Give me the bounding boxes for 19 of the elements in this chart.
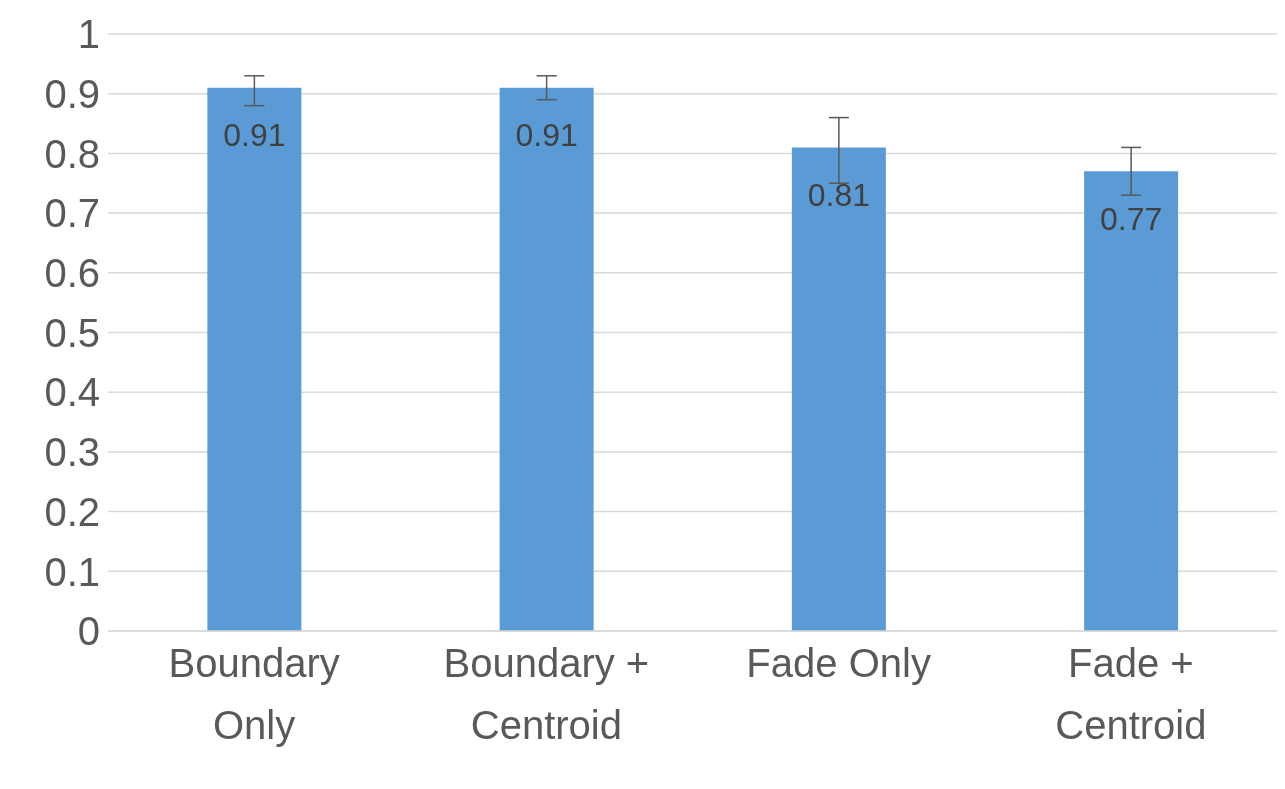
y-tick-label: 0.4 [44, 370, 100, 415]
y-tick-label: 0.3 [44, 430, 100, 475]
y-tick-label: 1 [77, 12, 100, 57]
y-tick-label: 0.5 [44, 310, 100, 355]
data-label: 0.77 [1099, 201, 1163, 238]
data-label: 0.91 [515, 117, 578, 154]
y-tick-label: 0.7 [44, 191, 100, 236]
y-tick-label: 0.1 [44, 549, 100, 594]
x-tick-label: Fade + Centroid [1055, 641, 1207, 747]
y-tick-label: 0 [77, 609, 100, 654]
x-tick-label: Fade Only [746, 641, 931, 685]
y-tick-label: 0.6 [44, 251, 100, 295]
data-label: 0.91 [223, 117, 286, 154]
y-tick-label: 0.9 [44, 71, 100, 116]
x-tick-label: Boundary Only [168, 641, 340, 747]
y-tick-label: 0.2 [44, 489, 100, 534]
x-tick-label: Boundary + Centroid [443, 641, 650, 747]
y-tick-label: 0.8 [44, 131, 100, 176]
data-label: 0.81 [807, 177, 871, 214]
